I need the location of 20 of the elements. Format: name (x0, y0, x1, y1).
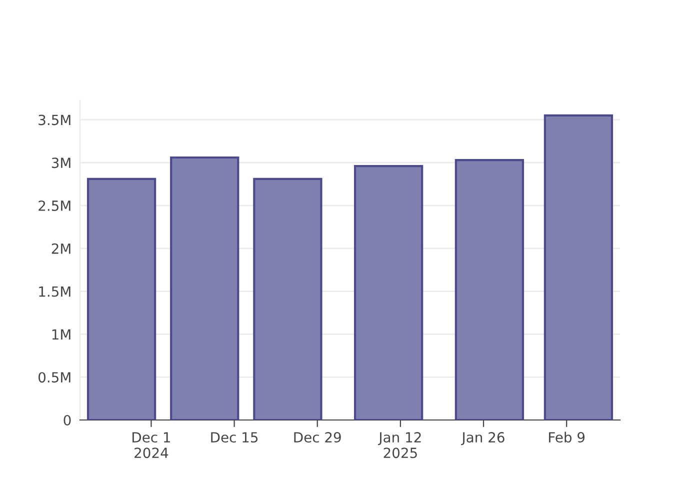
bar (86, 178, 156, 420)
x-tick-label: Dec 1 2024 (132, 432, 170, 458)
x-tick-label: Jan 12 2025 (378, 432, 421, 458)
bar (544, 114, 614, 420)
y-tick-label: 0.5M (38, 372, 70, 383)
x-tick-label: Feb 9 (549, 432, 585, 443)
x-tick-label: Dec 15 (211, 432, 258, 443)
bar (454, 159, 524, 420)
y-tick-label: 0 (64, 414, 71, 426)
y-tick-label: 1M (52, 329, 70, 340)
y-tick-label: 2M (52, 243, 70, 254)
y-tick-label: 1.5M (39, 286, 70, 297)
bar (170, 156, 240, 420)
y-tick-label: 3.5M (38, 114, 70, 126)
x-tick-label: Dec 29 (294, 432, 341, 443)
y-tick-label: 2.5M (38, 200, 70, 211)
y-tick-label: 3M (52, 158, 70, 168)
x-tick-label: Jan 26 (461, 432, 504, 446)
bar (354, 165, 424, 420)
bar (253, 178, 322, 420)
